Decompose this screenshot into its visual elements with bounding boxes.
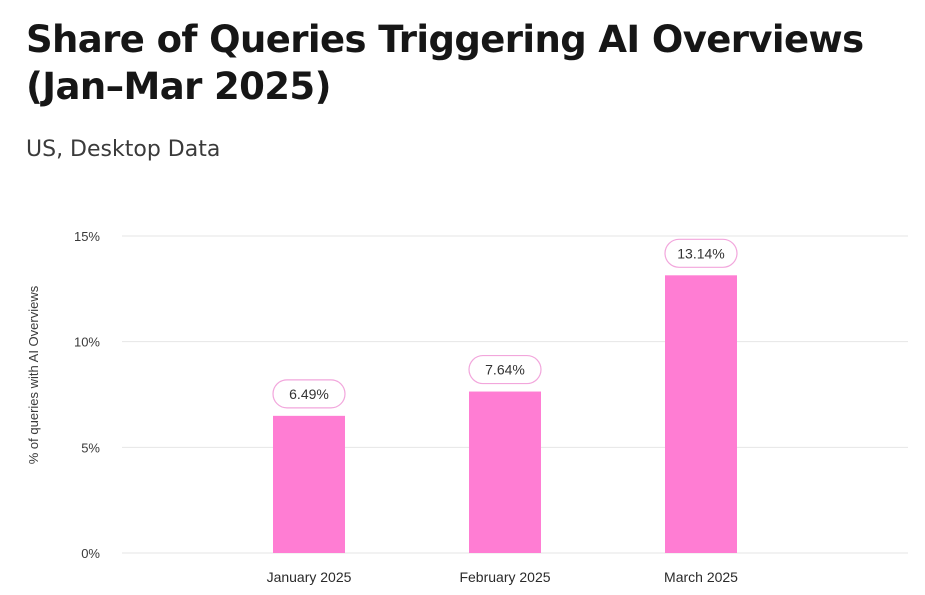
y-tick-label: 5%	[81, 440, 100, 455]
data-label-pill	[664, 238, 738, 268]
chart-title: Share of Queries Triggering AI Overviews…	[26, 16, 906, 110]
bar-1	[273, 415, 345, 553]
data-label: 7.64%	[485, 362, 525, 378]
bars	[273, 275, 737, 553]
bar-2	[469, 391, 541, 553]
x-tick-label: March 2025	[664, 569, 738, 585]
chart-subtitle: US, Desktop Data	[26, 137, 221, 162]
gridlines	[122, 235, 908, 554]
chart-title-line-1: Share of Queries Triggering AI Overviews	[26, 18, 864, 61]
data-label: 6.49%	[289, 386, 329, 402]
data-labels: 6.49% 7.64% 13.14%	[272, 238, 738, 409]
y-tick-label: 10%	[74, 335, 100, 350]
y-tick-label: 15%	[74, 229, 100, 244]
x-tick-label: February 2025	[459, 569, 550, 585]
bar-3	[665, 275, 737, 553]
y-tick-label: 0%	[81, 546, 100, 561]
y-axis-label: % of queries with AI Overviews	[26, 285, 41, 464]
y-axis-ticks: 0% 5% 10% 15%	[74, 229, 100, 561]
data-label-pill	[272, 379, 346, 409]
chart-title-line-2: (Jan–Mar 2025)	[26, 65, 331, 108]
data-label: 13.14%	[677, 245, 724, 261]
data-label-pill	[468, 354, 542, 385]
x-axis-categories: January 2025 February 2025 March 2025	[267, 569, 739, 585]
x-tick-label: January 2025	[267, 569, 352, 585]
